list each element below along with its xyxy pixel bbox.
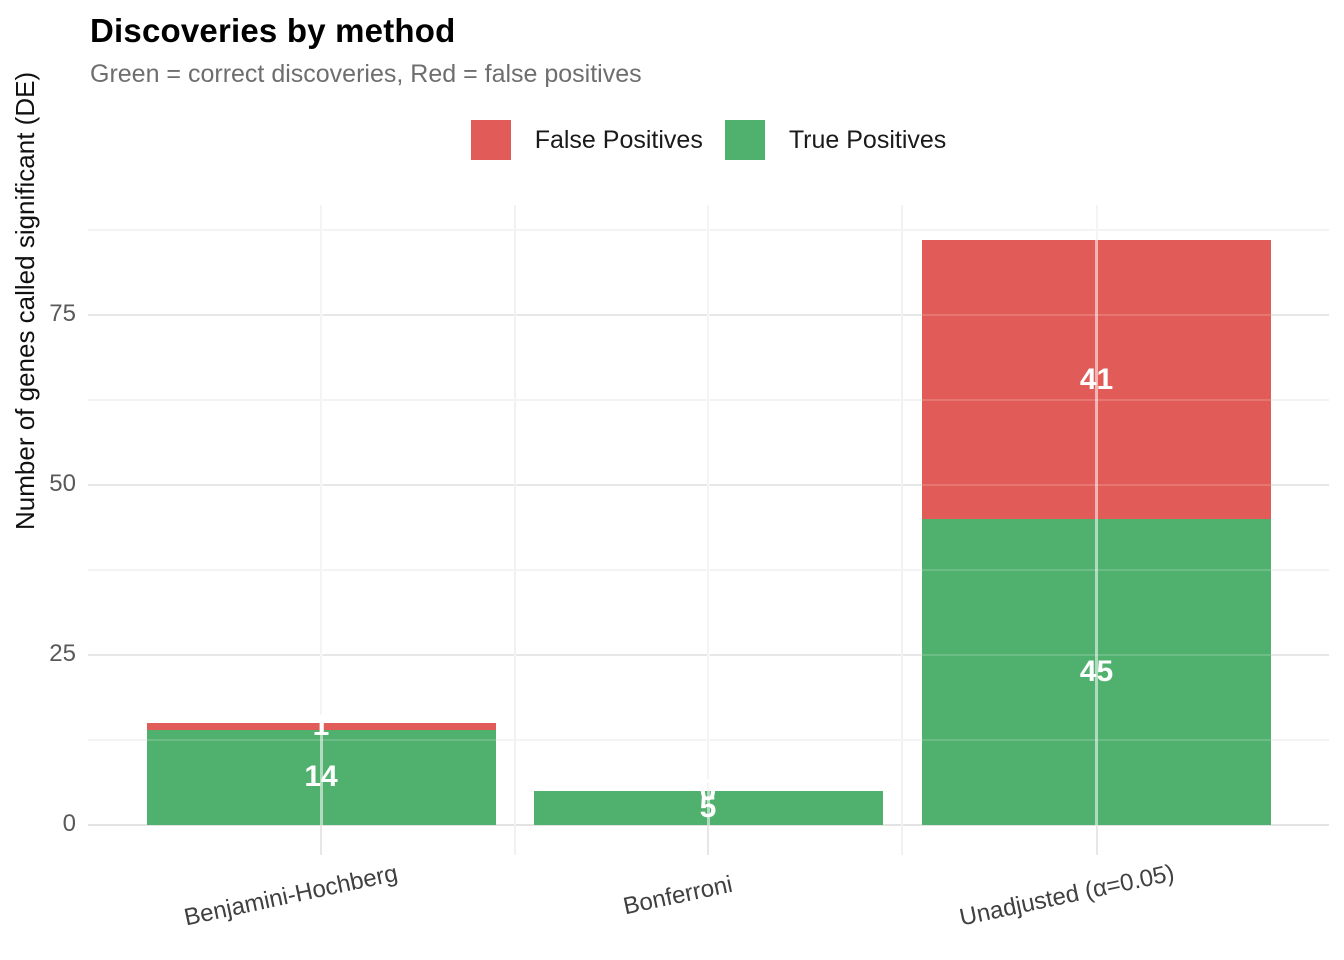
x-tick-label-1: Bonferroni [620,870,735,921]
legend-item-true-positives: True Positives [724,120,947,160]
grid-overlay-horizontal-25 [88,654,1329,656]
grid-overlay-vertical-1 [706,205,710,825]
y-tick-label-0: 0 [62,810,76,837]
false-positives-swatch [470,120,511,160]
grid-overlay-horizontal-87.5 [88,229,1329,231]
legend-item-false-positives: False Positives [470,120,703,160]
grid-overlay-horizontal-62.5 [88,399,1329,401]
y-tick-label-75: 75 [49,300,76,327]
grid-overlay-horizontal-50 [88,484,1329,486]
chart-subtitle: Green = correct discoveries, Red = false… [90,60,642,88]
x-tick-label-2: Unadjusted (α=0.05) [956,859,1177,932]
gridline-vertical-minor-0 [513,205,516,855]
grid-overlay-horizontal-12.5 [88,739,1329,741]
bar-value-label: 45 [1079,655,1114,688]
chart-title: Discoveries by method [90,12,456,49]
legend-label-true-positives: True Positives [788,125,947,154]
legend: False Positives True Positives [88,116,1329,164]
true-positives-swatch [724,120,765,160]
gridline-vertical-minor-1 [901,205,904,855]
plot-panel: 14 1 5 0 45 41 [88,205,1329,855]
legend-label-false-positives: False Positives [534,125,703,154]
grid-overlay-horizontal-75 [88,314,1329,316]
grid-overlay-vertical-2 [1095,205,1098,825]
y-tick-label-50: 50 [49,470,76,497]
bar-value-label: 1 [312,709,330,743]
x-tick-label-0: Benjamini-Hochberg [181,859,401,932]
bar-value-label: 41 [1079,362,1114,396]
bar-value-label: 0 [699,774,717,807]
grid-overlay-horizontal-37.5 [88,569,1329,571]
grid-overlay-vertical-0 [319,205,323,825]
y-tick-label-25: 25 [49,640,76,667]
bar-value-label: 14 [304,760,338,794]
bar-value-label: 5 [699,791,717,824]
